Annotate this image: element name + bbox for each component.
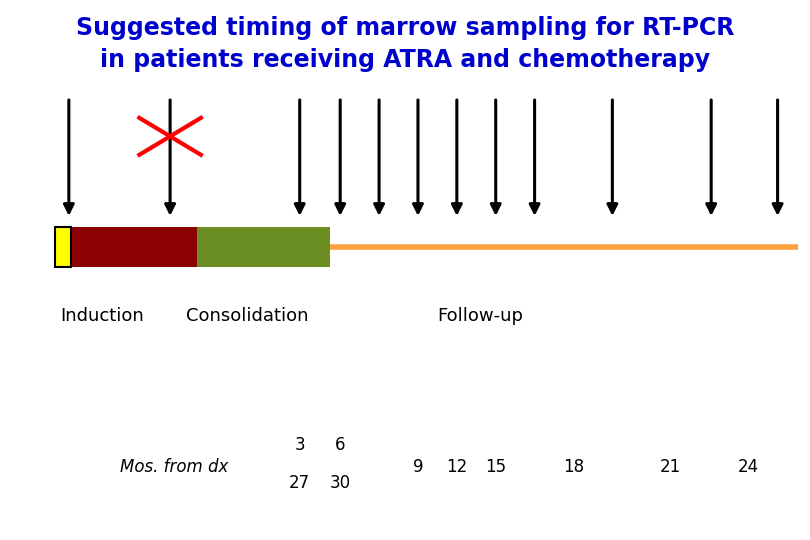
Text: 6: 6	[335, 436, 345, 455]
Text: Consolidation: Consolidation	[186, 307, 309, 325]
Text: 3: 3	[294, 436, 305, 455]
Bar	[71, 227, 197, 267]
Bar	[55, 227, 71, 267]
Text: 30: 30	[330, 474, 351, 492]
Text: Suggested timing of marrow sampling for RT-PCR
in patients receiving ATRA and ch: Suggested timing of marrow sampling for …	[76, 16, 734, 72]
Text: Induction: Induction	[61, 307, 144, 325]
Text: 18: 18	[563, 458, 584, 476]
Text: 21: 21	[660, 458, 681, 476]
Text: Mos. from dx: Mos. from dx	[120, 458, 228, 476]
Text: 9: 9	[413, 458, 423, 476]
Text: 24: 24	[738, 458, 759, 476]
Text: 12: 12	[446, 458, 467, 476]
Text: 27: 27	[289, 474, 310, 492]
Bar	[197, 227, 330, 267]
Text: Follow-up: Follow-up	[437, 307, 523, 325]
Text: 15: 15	[485, 458, 506, 476]
